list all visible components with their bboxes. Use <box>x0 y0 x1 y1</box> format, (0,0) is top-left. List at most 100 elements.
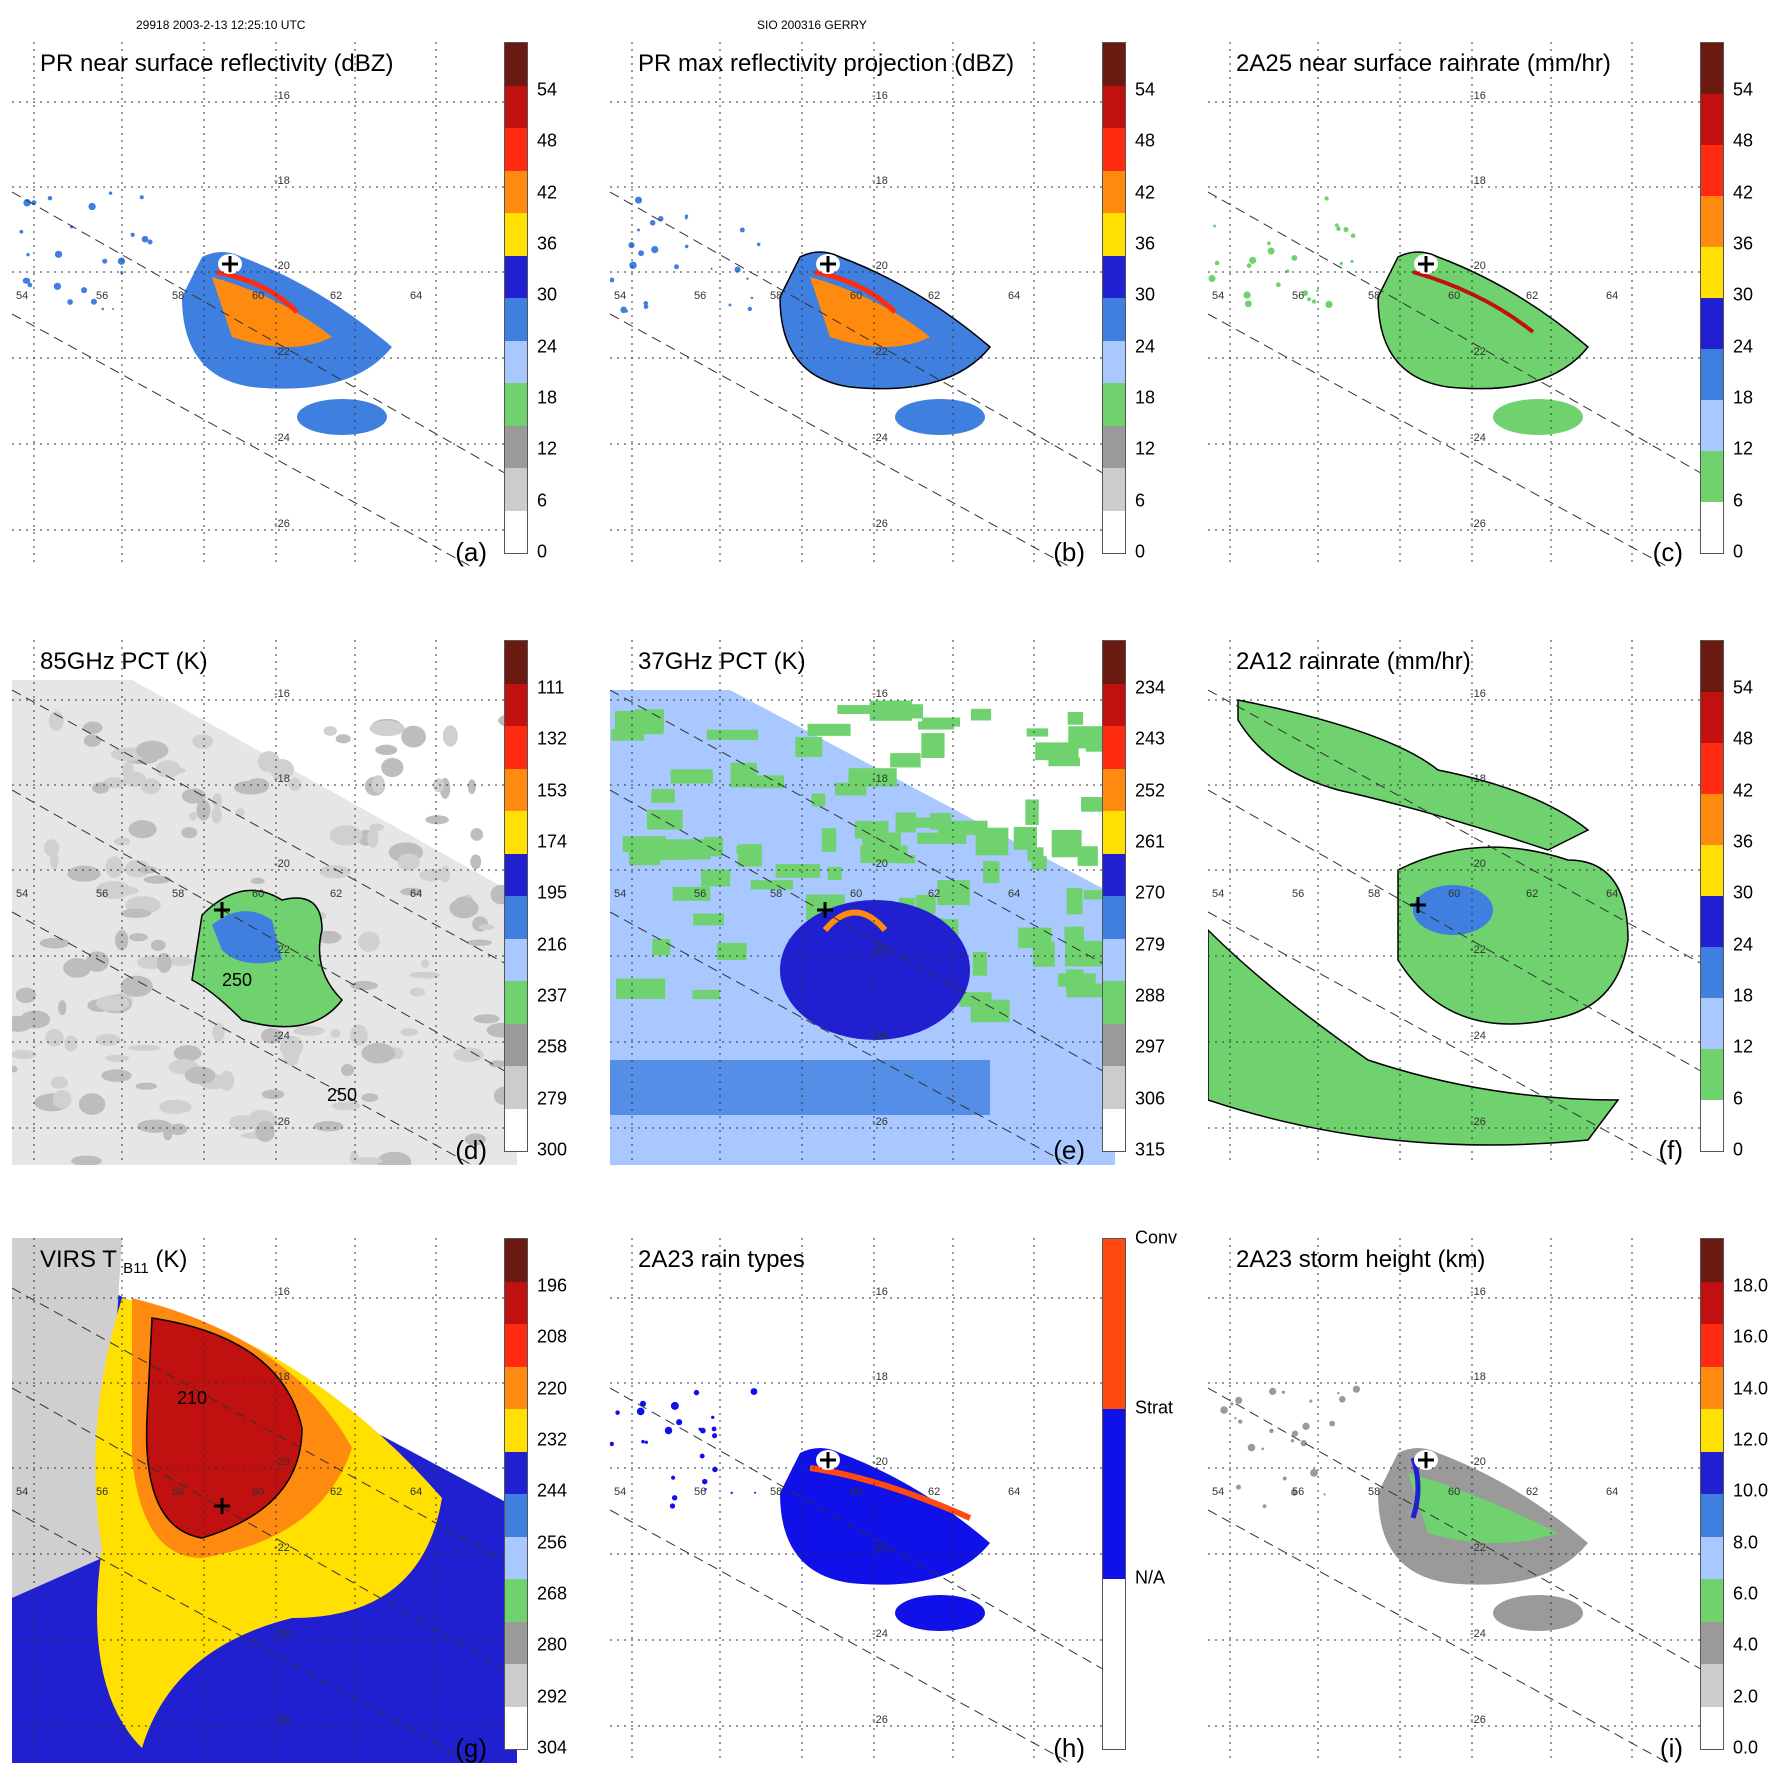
pct-cell <box>233 780 269 795</box>
scattered-echo <box>108 191 113 195</box>
pct-cell <box>101 1069 132 1082</box>
scattered-echo <box>1267 241 1271 246</box>
scattered-echo <box>1291 1430 1299 1437</box>
scattered-echo <box>728 303 732 307</box>
lon-label: 58 <box>1368 1486 1381 1498</box>
pct-cell <box>155 760 181 778</box>
swath-edge <box>610 1387 1115 1677</box>
colorbar <box>504 42 528 554</box>
pct-cell <box>862 832 901 857</box>
colorbar-segment <box>1103 468 1125 512</box>
scattered-echo <box>1339 261 1343 265</box>
lat-label: -20 <box>872 1456 888 1468</box>
scattered-echo <box>635 196 643 204</box>
map-plot <box>1208 1238 1713 1763</box>
lon-label: 58 <box>770 290 783 302</box>
scattered-echo <box>1307 297 1312 302</box>
colorbar-tick-label: 252 <box>1135 780 1166 801</box>
lat-label: -20 <box>274 1456 290 1468</box>
scattered-echo <box>1323 1493 1326 1496</box>
map-plot <box>610 42 1115 567</box>
scattered-echo <box>1325 300 1333 309</box>
swath-edge <box>12 191 517 481</box>
colorbar-segment <box>1103 383 1125 427</box>
map-plot <box>12 640 517 1165</box>
scattered-echo <box>1324 196 1329 201</box>
scattered-echo <box>1214 260 1220 266</box>
colorbar-segment <box>1701 1451 1723 1495</box>
scattered-echo <box>1336 226 1341 231</box>
scattered-echo <box>641 1439 645 1444</box>
scattered-echo <box>1208 275 1216 283</box>
outer-band <box>895 399 985 435</box>
colorbar-tick-label: 24 <box>1135 336 1156 357</box>
swath-edge <box>12 1509 473 1763</box>
colorbar-segment <box>1701 43 1723 95</box>
pct-cell <box>43 839 60 857</box>
panel-title: 37GHz PCT (K) <box>638 648 806 675</box>
lat-label: -20 <box>1470 858 1486 870</box>
colorbar-tick-label: 18 <box>1733 985 1754 1006</box>
lat-label: -22 <box>872 1542 888 1554</box>
lon-label: 56 <box>1292 888 1305 900</box>
scattered-echo <box>117 257 126 265</box>
pct-cell <box>103 777 125 789</box>
scattered-echo <box>711 1433 718 1439</box>
swath-edge <box>1208 1509 1669 1763</box>
pct-cell <box>120 908 152 918</box>
scattered-echo <box>26 252 30 257</box>
colorbar-tick-label: 10.0 <box>1733 1480 1769 1501</box>
colorbar-segment <box>1701 743 1723 795</box>
colorbar-segment <box>505 340 527 384</box>
colorbar-segment <box>1103 1066 1125 1110</box>
scattered-echo <box>1238 1419 1243 1424</box>
pct-cell <box>959 992 992 1007</box>
colorbar-segment <box>1701 1281 1723 1325</box>
swath-edge <box>12 1287 517 1569</box>
lat-label: -20 <box>1470 1456 1486 1468</box>
pct-cell <box>159 1099 192 1114</box>
colorbar-tick-label: 54 <box>537 79 558 100</box>
colorbar-tick-label: 292 <box>537 1686 568 1707</box>
pct-cell <box>361 1042 396 1064</box>
pct-cell <box>367 828 379 848</box>
scattered-echo <box>1235 1396 1243 1404</box>
scattered-echo <box>1300 1439 1307 1447</box>
lon-label: 64 <box>410 1486 423 1498</box>
pct-cell <box>189 812 198 821</box>
lon-label: 62 <box>1526 1486 1539 1498</box>
colorbar-tick-label: 270 <box>1135 882 1166 903</box>
scattered-echo <box>671 1475 676 1480</box>
colorbar-segment <box>1701 1664 1723 1708</box>
pct-cell <box>341 1063 355 1077</box>
panel-label: (b) <box>1053 537 1085 567</box>
pct-cell <box>12 1015 33 1032</box>
colorbar-segment <box>1103 726 1125 770</box>
colorbar-segment <box>1701 1049 1723 1101</box>
scattered-echo <box>130 232 135 237</box>
lat-label: -24 <box>1470 1030 1486 1042</box>
scattered-echo <box>629 261 637 269</box>
lon-label: 64 <box>1606 1486 1619 1498</box>
colorbar-segment <box>505 128 527 172</box>
colorbar-tick-label: 18 <box>537 387 558 408</box>
colorbar-segment <box>1701 94 1723 146</box>
panel-label: (g) <box>455 1733 487 1763</box>
pct-cell <box>352 1157 383 1165</box>
pct-cell <box>78 1093 106 1115</box>
scattered-echo <box>1352 1385 1361 1393</box>
scattered-echo <box>88 202 96 211</box>
colorbar-segment <box>505 1281 527 1325</box>
colorbar-tick-label: 0 <box>1135 541 1146 562</box>
colorbar-tick-label: N/A <box>1135 1567 1166 1588</box>
lat-label: -20 <box>872 858 888 870</box>
colorbar-tick-label: 0 <box>537 541 548 562</box>
colorbar-segment <box>1701 1324 1723 1368</box>
panel-label: (i) <box>1659 1733 1683 1763</box>
map-plot <box>12 42 517 567</box>
pct-cell <box>113 837 131 846</box>
map-i: -16 -18 -20 -22 -24 -26 54 56 58 60 62 64 <box>1208 1238 1713 1763</box>
scattered-echo <box>730 1491 733 1495</box>
swath-edge <box>1208 911 1669 1165</box>
pct-cell <box>970 708 992 721</box>
